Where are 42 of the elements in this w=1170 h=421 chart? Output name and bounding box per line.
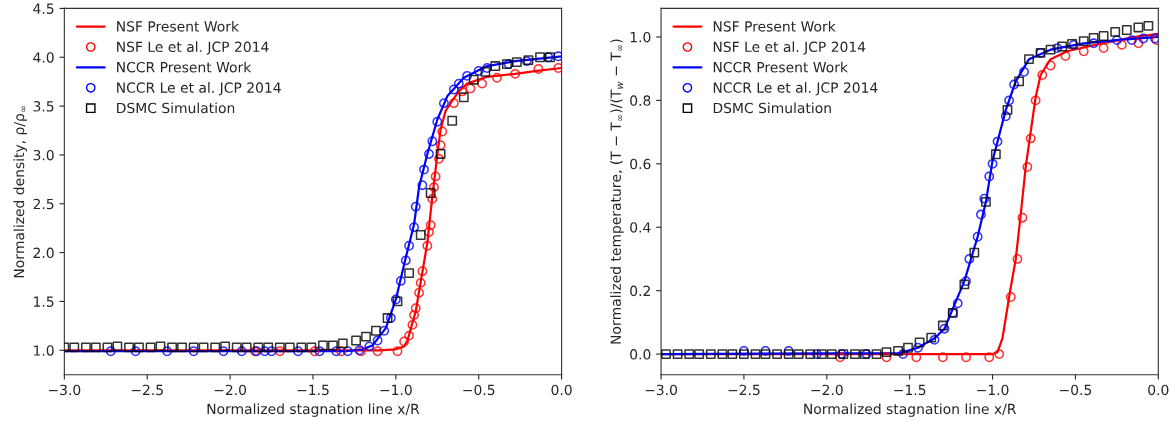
y-tick-label: 1.5 xyxy=(34,296,54,307)
x-axis-title: Normalized stagnation line x/R xyxy=(804,403,1017,417)
legend-label: NCCR Present Work xyxy=(117,61,252,73)
legend-label: NSF Le et al. JCP 2014 xyxy=(713,41,866,55)
legend-label: NCCR Present Work xyxy=(713,61,848,73)
legend-label: NSF Present Work xyxy=(713,20,836,32)
y-tick-label: 4.5 xyxy=(33,3,54,14)
x-tick-label: −3.0 xyxy=(645,384,677,396)
x-tick-label: −0.5 xyxy=(1060,384,1092,396)
y-tick-label: 2.0 xyxy=(33,247,54,259)
legend-label: NCCR Le et al. JCP 2014 xyxy=(713,82,878,96)
x-tick-label: −1.0 xyxy=(380,384,412,396)
y-tick-label: 0.0 xyxy=(630,349,651,360)
y-tick-label: 3.0 xyxy=(33,149,54,161)
x-tick-label: −3.0 xyxy=(48,384,81,396)
x-tick-label: −2.0 xyxy=(214,384,247,396)
legend-label: DSMC Simulation xyxy=(713,102,831,114)
y-tick-label: 0.8 xyxy=(630,95,651,106)
y-axis-title: Normalized temperature, (T − T$_{∞}$)/(T$_{w}$ − T$_{∞}$) xyxy=(610,39,624,344)
x-tick-label: −1.5 xyxy=(297,384,329,396)
x-tick-label: −0.5 xyxy=(463,384,495,396)
y-tick-label: 1.0 xyxy=(34,345,54,356)
y-tick-label: 0.2 xyxy=(630,285,650,297)
y-tick-label: 0.6 xyxy=(630,158,651,170)
y-tick-label: 4.0 xyxy=(33,52,54,63)
legend-label: DSMC Simulation xyxy=(117,102,235,114)
x-axis-title: Normalized stagnation line x/R xyxy=(207,403,420,417)
legend-label: NSF Le et al. JCP 2014 xyxy=(117,41,269,55)
x-tick-label: −1.5 xyxy=(894,384,926,396)
x-tick-label: −2.0 xyxy=(811,384,843,396)
y-axis-title: Normalized density, ρ/ρ$_{∞}$ xyxy=(13,105,27,278)
y-tick-label: 1.0 xyxy=(630,31,651,43)
y-tick-label: 0.4 xyxy=(630,222,651,233)
legend-label: NSF Present Work xyxy=(117,20,239,32)
x-tick-label: 0.0 xyxy=(551,384,572,396)
x-tick-label: −1.0 xyxy=(977,384,1009,396)
x-tick-label: −2.5 xyxy=(131,384,163,396)
y-tick-label: 2.5 xyxy=(33,198,54,210)
y-tick-label: 3.5 xyxy=(33,101,54,112)
x-tick-label: −2.5 xyxy=(728,384,760,396)
x-tick-label: 0.0 xyxy=(1148,384,1169,396)
legend-label: NCCR Le et al. JCP 2014 xyxy=(117,82,281,96)
